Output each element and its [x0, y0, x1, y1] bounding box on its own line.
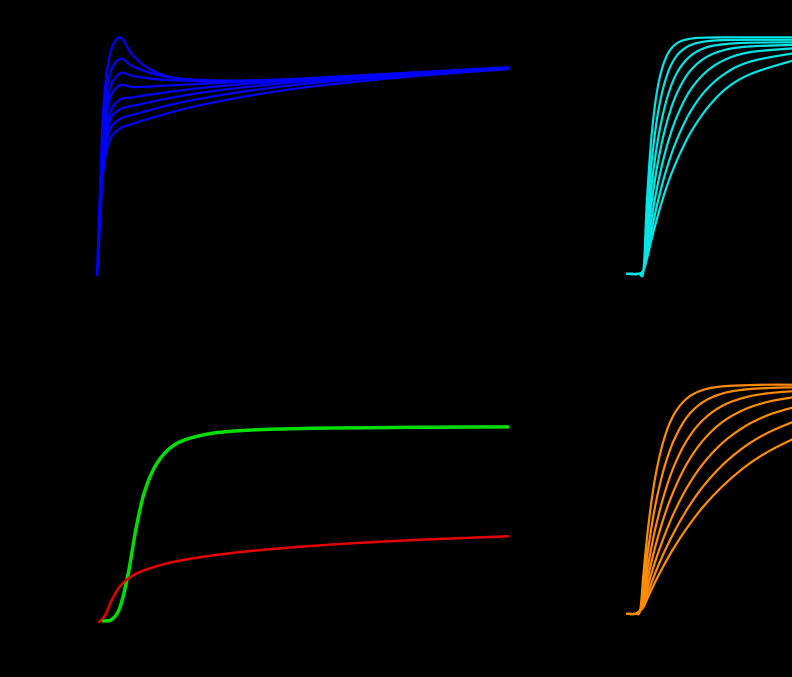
- bottom-left-curve-red: [97, 534, 510, 624]
- panel-top-right-cyan-saturation-curves: [625, 36, 792, 278]
- panel-bottom-right-orange-saturation-curves: [625, 383, 792, 616]
- top-left-curve-5: [96, 66, 510, 277]
- panel-bottom-left-green-red-curves: [97, 425, 510, 624]
- top-left-curve-7: [96, 67, 510, 277]
- top-left-curve-2: [96, 57, 510, 277]
- top-left-curve-6: [96, 66, 510, 277]
- top-left-curve-4: [96, 66, 510, 277]
- bottom-left-curve-green: [101, 425, 510, 623]
- top-left-curve-8: [96, 68, 510, 277]
- bottom-right-curve-7: [625, 438, 792, 616]
- top-left-curve-3: [96, 66, 510, 277]
- top-right-curve-7: [625, 59, 792, 276]
- panel-top-left-blue-overshoot-curves: [96, 36, 510, 277]
